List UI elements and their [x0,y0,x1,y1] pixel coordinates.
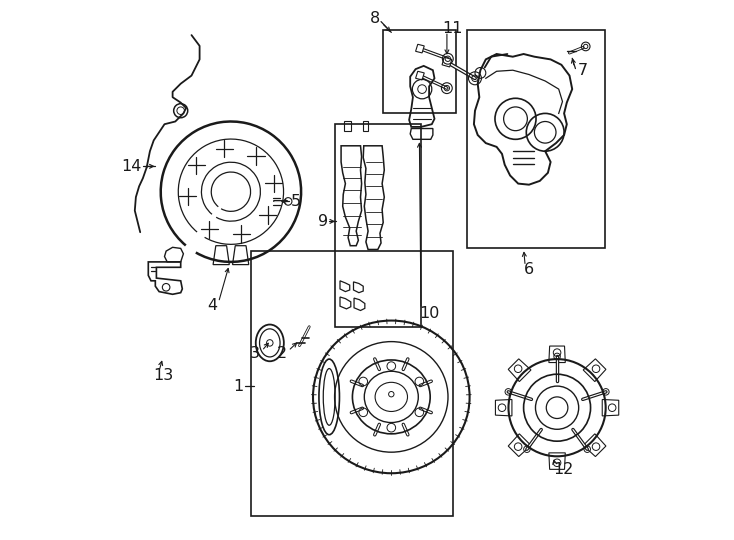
Text: 3: 3 [250,346,260,361]
Text: 12: 12 [553,462,574,477]
Text: 6: 6 [523,262,534,278]
Polygon shape [415,44,424,53]
Text: 2: 2 [277,346,287,361]
Bar [251,251,454,516]
Text: 5: 5 [291,194,300,209]
Text: 4: 4 [207,298,217,313]
Text: 14: 14 [121,159,142,174]
Text: 8: 8 [370,11,380,26]
Text: 11: 11 [443,21,463,36]
Text: 7: 7 [578,63,588,78]
Polygon shape [415,71,424,80]
Bar [335,124,421,327]
Bar [383,30,456,113]
Text: 9: 9 [318,214,328,229]
Text: 10: 10 [419,306,440,321]
Polygon shape [442,57,452,67]
Text: 1: 1 [233,379,244,394]
Bar [468,30,605,248]
Text: 13: 13 [153,368,174,383]
